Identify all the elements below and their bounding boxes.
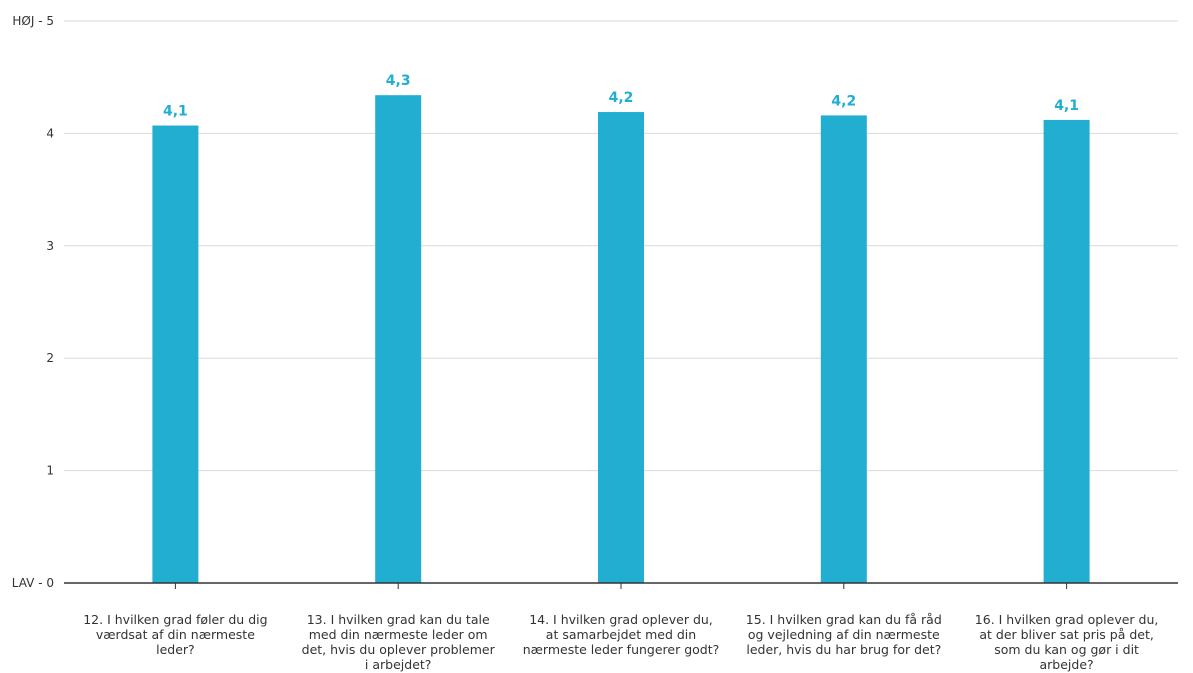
y-axis-ticks: LAV - 0 1 2 3 4 HØJ - 5	[12, 14, 54, 590]
y-tick-label: HØJ - 5	[12, 14, 54, 28]
data-label: 4,2	[609, 90, 634, 106]
x-tick-label: 15. I hvilken grad kan du få råd og vejl…	[745, 612, 942, 657]
y-tick-label: 4	[46, 126, 54, 140]
data-label: 4,3	[386, 73, 411, 89]
y-tick-label: 2	[46, 351, 54, 365]
data-label: 4,1	[163, 104, 188, 120]
y-tick-label: 3	[46, 239, 54, 253]
bar	[1043, 119, 1090, 584]
data-label: 4,1	[1054, 98, 1079, 114]
x-tick-label: 14. I hvilken grad oplever du, at samarb…	[522, 612, 720, 657]
bar	[152, 125, 199, 584]
bar	[598, 112, 644, 583]
x-tick-label: 13. I hvilken grad kan du tale med din n…	[301, 612, 495, 672]
x-tick-label: 16. I hvilken grad oplever du, at der bl…	[974, 612, 1159, 672]
value-labels: 4,1 4,3 4,2 4,2 4,1	[163, 73, 1079, 119]
y-tick-label: LAV - 0	[12, 576, 54, 590]
data-label: 4,2	[831, 93, 856, 109]
bar	[820, 115, 867, 583]
y-tick-label: 1	[46, 464, 54, 478]
bars	[152, 95, 1090, 584]
x-axis-tick-marks	[174, 583, 1068, 589]
bar	[375, 95, 422, 584]
x-tick-label: 12. I hvilken grad føler du dig værdsat …	[83, 612, 268, 657]
